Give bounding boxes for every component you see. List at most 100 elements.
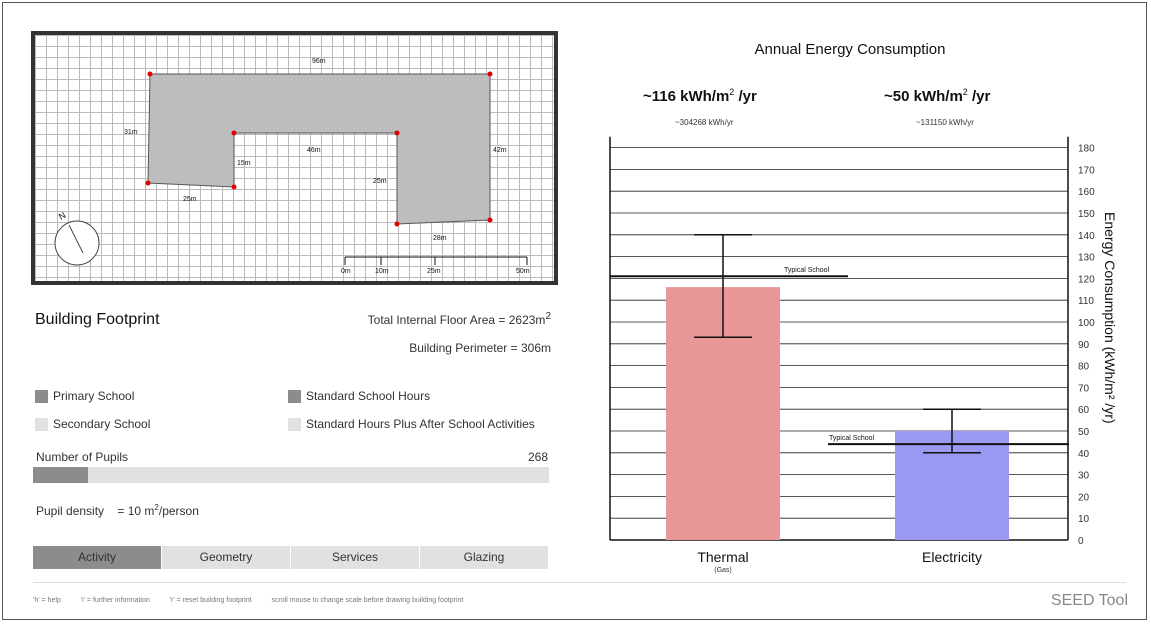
vertex-point [147,71,153,77]
pupils-value: 268 [527,450,548,464]
thermal-intensity: ~116 kWh/m2 /yr [643,87,757,105]
typical-school-label: Typical School [784,267,830,274]
option-label: Standard Hours Plus After School Activit… [306,417,535,431]
option-swatch [35,389,48,403]
chart-tick-label: 30 [1078,471,1090,482]
density-sup: 2 [154,503,159,512]
option-swatch [288,389,301,403]
pupils-label: Number of Pupils [36,450,129,464]
chart-category-label: Thermal [697,549,748,565]
chart-tick-label: 130 [1078,253,1095,264]
chart-tick-label: 60 [1078,405,1090,416]
chart-tick-label: 170 [1078,165,1095,176]
scale-bar [344,256,528,265]
vertex-point [487,71,493,77]
help-bar: 'h' = help 'i' = further information 'r'… [33,597,481,604]
tab-activity[interactable]: Activity [33,546,162,569]
help-item: 'h' = help [33,597,61,604]
option-primary-school[interactable]: Primary School [35,389,134,403]
energy-chart: 0 10 20 30 40 50 60 70 80 90 100 110 120 130 140 150 160… [609,136,1095,574]
option-after-school[interactable]: Standard Hours Plus After School Activit… [288,417,535,431]
compass-label: N [57,210,68,222]
floor-area-sup: 2 [545,311,551,322]
compass-icon: N [54,210,100,266]
vertex-point [487,217,493,223]
dim-label-top: 96m [312,58,326,65]
chart-tick-label: 40 [1078,449,1090,460]
electricity-intensity-sup: 2 [962,87,968,97]
dim-label-inner-top: 46m [307,147,321,154]
option-swatch [288,417,301,431]
dim-label-inner-left: 15m [237,160,251,167]
option-standard-hours[interactable]: Standard School Hours [288,389,430,403]
footer-divider [33,582,1126,583]
tab-services[interactable]: Services [291,546,420,569]
building-perimeter: Building Perimeter = 306m [409,341,551,355]
chart-tick-label: 180 [1078,144,1095,155]
floor-area: Total Internal Floor Area = 2623m2 [368,311,551,327]
pupil-density: Pupil density = 10 m2/person [36,503,199,518]
option-label: Secondary School [53,417,151,431]
chart-category-sublabel: (Gas) [714,567,732,574]
help-item: scroll mouse to change scale before draw… [271,597,464,604]
chart-tick-label: 120 [1078,274,1095,285]
thermal-intensity-value: ~116 kWh/m [643,88,730,105]
thermal-intensity-sup: 2 [729,87,735,97]
energy-title: Annual Energy Consumption [754,41,946,58]
scale-label: 0m [341,268,351,275]
help-item: 'r' = reset building footprint [169,597,252,604]
vertex-point [231,130,237,136]
dim-label-left: 31m [124,129,138,136]
density-value: = 10 m [117,504,155,518]
footprint-drawing: 96m 31m 15m 46m 25m 42m 25m 28m 0m 10m 2… [54,58,530,275]
option-secondary-school[interactable]: Secondary School [35,417,150,431]
dim-label-right: 42m [493,147,507,154]
chart-tick-label: 150 [1078,209,1095,220]
pupils-slider[interactable] [33,467,549,483]
scale-label: 50m [516,268,530,275]
dim-label-bottom-right: 28m [433,235,447,242]
chart-tick-label: 140 [1078,231,1095,242]
electricity-intensity-value: ~50 kWh/m [884,88,963,105]
footprint-vertices [145,71,493,227]
dim-label-bottom-left: 25m [183,196,197,203]
pupils-slider-fill[interactable] [33,467,89,483]
chart-tick-label: 10 [1078,514,1090,525]
vertex-point [231,184,237,190]
chart-tick-label: 80 [1078,362,1090,373]
floor-area-text: Total Internal Floor Area = 2623m [367,313,546,327]
electricity-annual: ~131150 kWh/yr [916,118,974,127]
electricity-intensity-unit: /yr [967,88,991,105]
dim-label-inner-right: 25m [373,178,387,185]
chart-tick-label: 70 [1078,383,1090,394]
tab-bar: Activity Geometry Services Glazing [33,546,549,569]
electricity-intensity: ~50 kWh/m2 /yr [884,87,990,105]
option-label: Primary School [53,389,135,403]
chart-tick-label: 110 [1078,296,1094,307]
footprint-title: Building Footprint [35,311,160,328]
thermal-intensity-unit: /yr [734,88,757,105]
option-swatch [35,417,48,431]
vertex-point [394,221,400,227]
chart-y-axis-label: Energy Consumption (kWh/m² /yr) [1102,212,1118,424]
tab-geometry[interactable]: Geometry [162,546,291,569]
footprint-canvas[interactable]: 96m 31m 15m 46m 25m 42m 25m 28m 0m 10m 2… [31,31,558,285]
tab-glazing[interactable]: Glazing [420,546,549,569]
chart-tick-label: 0 [1078,536,1084,547]
brand-label: SEED Tool [1050,592,1128,609]
option-label: Standard School Hours [306,389,431,403]
thermal-annual: ~304268 kWh/yr [675,118,734,127]
density-label: Pupil density [36,504,105,518]
chart-tick-label: 50 [1078,427,1090,438]
chart-tick-label: 20 [1078,492,1090,503]
vertex-point [145,180,151,186]
chart-tick-label: 100 [1078,318,1095,329]
chart-tick-label: 90 [1078,340,1090,351]
chart-category-label: Electricity [922,549,982,565]
chart-tick-label: 160 [1078,187,1095,198]
help-item: 'i' = further information [80,597,150,604]
scale-label: 10m [375,268,389,275]
vertex-point [394,130,400,136]
scale-label: 25m [427,268,441,275]
